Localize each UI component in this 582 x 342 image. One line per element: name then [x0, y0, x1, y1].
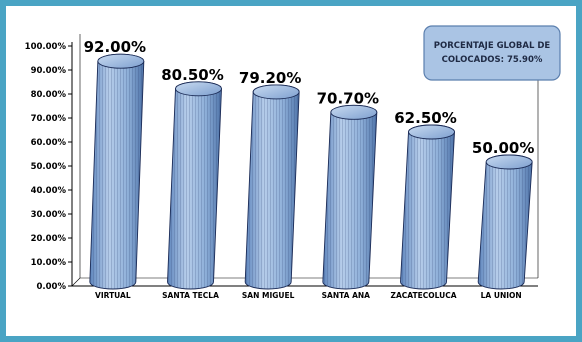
y-tick-label: 50.00%	[31, 162, 67, 172]
bar-stripes	[400, 125, 455, 290]
data-label: 79.20%	[239, 69, 301, 87]
floor-depth-edge	[71, 277, 81, 287]
global-percentage-note: PORCENTAJE GLOBAL DE COLOCADOS: 75.90%	[423, 25, 561, 81]
y-tick-label: 90.00%	[31, 66, 67, 76]
y-tick-label: 30.00%	[31, 210, 67, 220]
x-axis-ticks: VIRTUAL SANTA TECLA SAN MIGUEL SANTA ANA ZAC…	[95, 291, 522, 300]
note-line-2: COLOCADOS: 75.90%	[442, 55, 543, 65]
data-label: 50.00%	[472, 139, 534, 157]
y-tick-label: 0.00%	[37, 282, 67, 292]
x-tick-label: ZACATECOLUCA	[391, 291, 457, 300]
y-axis-ticks: 0.00% 10.00% 20.00% 30.00% 40.00% 50.00% 60.00…	[25, 42, 72, 292]
data-label: 80.50%	[161, 66, 223, 84]
bar-san-miguel	[244, 84, 300, 290]
y-tick-label: 60.00%	[31, 138, 67, 148]
bar-top	[330, 104, 378, 120]
note-box	[423, 25, 561, 81]
note-line-1: PORCENTAJE GLOBAL DE	[434, 41, 551, 51]
bar-stripes	[245, 84, 300, 289]
bar-stripes	[167, 81, 222, 290]
y-tick-label: 80.00%	[31, 90, 67, 100]
y-tick-label: 10.00%	[31, 258, 67, 268]
x-tick-label: SAN MIGUEL	[242, 291, 295, 300]
data-label: 70.70%	[317, 89, 379, 107]
bar-top	[485, 154, 533, 170]
y-tick-label: 70.00%	[31, 114, 67, 124]
bar-zacatecoluca	[400, 124, 455, 290]
bar-santa-tecla	[167, 81, 222, 290]
bar-stripes	[322, 105, 377, 289]
y-tick-label: 100.00%	[25, 42, 67, 52]
data-label: 92.00%	[84, 38, 146, 56]
data-labels: 92.00% 80.50% 79.20% 70.70% 62.50% 50.00%	[84, 38, 535, 157]
bar-la-union	[477, 154, 533, 290]
bar-santa-ana	[322, 104, 378, 290]
bar-top	[252, 84, 300, 100]
bar-virtual	[89, 53, 145, 290]
x-tick-label: LA UNION	[481, 291, 522, 300]
x-tick-label: SANTA TECLA	[162, 291, 219, 300]
bar-top	[408, 124, 455, 140]
bar-stripes	[89, 54, 144, 289]
x-tick-label: VIRTUAL	[95, 291, 131, 300]
bar-stripes	[478, 155, 533, 289]
bars	[89, 53, 533, 290]
y-tick-label: 20.00%	[31, 234, 67, 244]
bar-top	[97, 53, 145, 69]
axes	[71, 34, 539, 287]
bar-top	[175, 81, 222, 97]
x-tick-label: SANTA ANA	[322, 291, 371, 300]
y-tick-label: 40.00%	[31, 186, 67, 196]
data-label: 62.50%	[394, 109, 456, 127]
